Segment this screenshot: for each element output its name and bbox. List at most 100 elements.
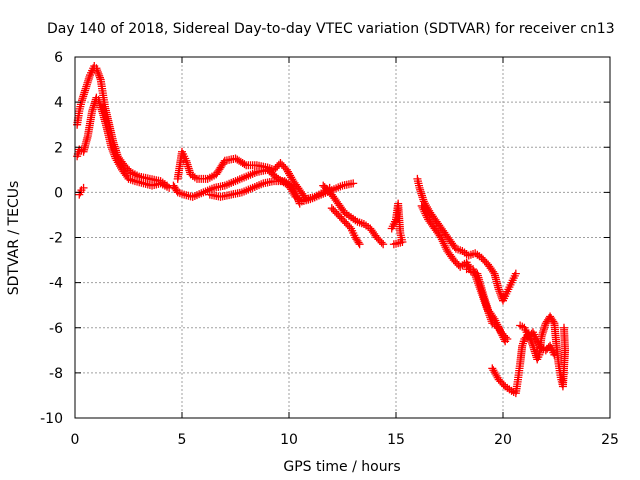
data-point — [349, 179, 358, 188]
y-axis-label: SDTVAR / TECUs — [6, 181, 22, 296]
data-point — [480, 297, 489, 306]
data-point — [436, 233, 445, 242]
y-tick-label: 2 — [54, 140, 63, 156]
data-point — [107, 143, 116, 152]
data-point — [496, 289, 505, 298]
data-point — [422, 211, 431, 220]
data-point — [94, 69, 103, 78]
data-point — [481, 299, 490, 308]
y-tick-label: 4 — [54, 95, 63, 111]
data-point — [482, 303, 491, 312]
data-point — [292, 191, 301, 200]
data-point — [291, 189, 300, 198]
data-point — [500, 335, 509, 344]
data-point — [93, 68, 102, 77]
data-point — [501, 337, 510, 346]
data-point — [418, 203, 427, 212]
data-point — [109, 148, 118, 157]
data-point — [494, 285, 503, 294]
data-point — [439, 239, 448, 248]
data-point — [476, 285, 485, 294]
data-point — [477, 289, 486, 298]
data-point — [474, 281, 483, 290]
data-point — [93, 66, 102, 75]
data-point — [484, 309, 493, 318]
y-tick-label: -6 — [49, 321, 63, 337]
y-tick-label: 6 — [54, 50, 63, 66]
data-point — [354, 238, 363, 247]
data-point — [95, 71, 104, 80]
data-point — [240, 160, 249, 169]
data-point — [527, 338, 536, 347]
x-tick-label: 5 — [178, 432, 187, 448]
data-point — [496, 327, 505, 336]
y-tick-label: -4 — [49, 276, 63, 292]
x-tick-label: 20 — [494, 432, 512, 448]
data-point — [294, 197, 303, 206]
data-point — [498, 331, 507, 340]
data-point — [377, 238, 386, 247]
data-point — [499, 333, 508, 342]
data-point — [419, 205, 428, 214]
data-point — [421, 209, 430, 218]
data-point — [300, 193, 309, 202]
data-point — [441, 243, 450, 252]
data-point — [497, 329, 506, 338]
data-point — [550, 350, 559, 359]
data-point — [437, 235, 446, 244]
x-tick-label: 15 — [387, 432, 405, 448]
data-point — [471, 273, 480, 282]
data-point — [294, 195, 303, 204]
data-point — [483, 305, 492, 314]
data-point — [479, 293, 488, 302]
data-point — [92, 64, 101, 73]
data-point — [417, 201, 426, 210]
data-point — [549, 317, 558, 326]
data-point — [110, 150, 119, 159]
data-point — [420, 207, 429, 216]
data-point — [495, 325, 504, 334]
data-point — [473, 277, 482, 286]
data-point — [559, 323, 568, 332]
data-point — [479, 295, 488, 304]
data-point — [495, 287, 504, 296]
data-point — [478, 291, 487, 300]
data-point — [494, 323, 503, 332]
data-point — [474, 279, 483, 288]
data-point — [79, 183, 88, 192]
data-point — [440, 241, 449, 250]
chart-title: Day 140 of 2018, Sidereal Day-to-day VTE… — [47, 21, 615, 37]
data-point — [293, 193, 302, 202]
y-tick-label: -10 — [40, 411, 63, 427]
data-point — [485, 311, 494, 320]
data-point — [470, 269, 479, 278]
data-point — [489, 267, 498, 276]
data-point — [484, 307, 493, 316]
data-point — [355, 240, 364, 249]
data-point — [289, 183, 298, 192]
data-point — [476, 287, 485, 296]
x-tick-label: 10 — [280, 432, 298, 448]
data-point — [108, 147, 117, 156]
data-point — [481, 301, 490, 310]
data-point — [528, 339, 537, 348]
data-point — [472, 275, 481, 284]
x-tick-label: 25 — [601, 432, 619, 448]
y-tick-label: -2 — [49, 231, 63, 247]
data-point — [379, 240, 388, 249]
data-point — [475, 283, 484, 292]
x-axis-label: GPS time / hours — [283, 459, 400, 475]
data-point — [110, 152, 119, 161]
data-point — [295, 199, 304, 208]
data-point — [389, 240, 398, 249]
data-point — [469, 265, 478, 274]
data-point — [290, 187, 299, 196]
data-series — [73, 62, 570, 398]
grid — [75, 57, 610, 418]
data-point — [486, 315, 495, 324]
y-tick-label: -8 — [49, 366, 63, 382]
data-point — [471, 271, 480, 280]
data-point — [438, 237, 447, 246]
